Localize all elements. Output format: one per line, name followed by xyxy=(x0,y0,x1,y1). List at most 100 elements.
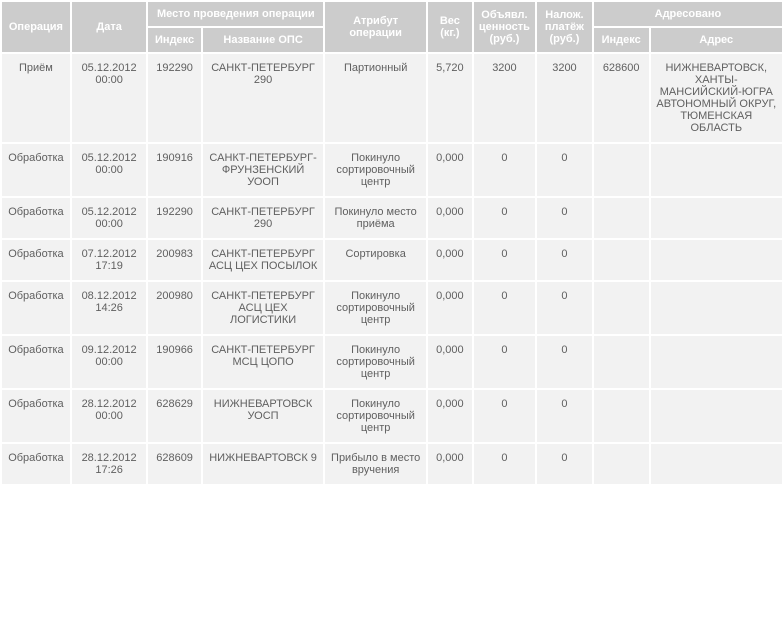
cell-index: 628629 xyxy=(148,390,201,442)
cell-ops-name: САНКТ-ПЕТЕРБУРГ 290 xyxy=(203,54,323,142)
table-row: Обработка08.12.2012 14:26200980САНКТ-ПЕТ… xyxy=(2,282,782,334)
table-row: Обработка09.12.2012 00:00190966САНКТ-ПЕТ… xyxy=(2,336,782,388)
header-date: Дата xyxy=(72,2,146,52)
cell-index: 200983 xyxy=(148,240,201,280)
cell-ops-name: САНКТ-ПЕТЕРБУРГ МСЦ ЦОПО xyxy=(203,336,323,388)
table-row: Приём05.12.2012 00:00192290САНКТ-ПЕТЕРБУ… xyxy=(2,54,782,142)
table-row: Обработка28.12.2012 00:00628629НИЖНЕВАРТ… xyxy=(2,390,782,442)
cell-index: 190966 xyxy=(148,336,201,388)
cell-addr-index xyxy=(594,336,649,388)
cell-operation: Обработка xyxy=(2,282,70,334)
cell-attribute: Покинуло сортировочный центр xyxy=(325,282,426,334)
cell-weight: 0,000 xyxy=(428,282,472,334)
cell-date: 05.12.2012 00:00 xyxy=(72,198,146,238)
cell-ops-name: САНКТ-ПЕТЕРБУРГ АСЦ ЦЕХ ЛОГИСТИКИ xyxy=(203,282,323,334)
cell-ops-name: НИЖНЕВАРТОВСК 9 xyxy=(203,444,323,484)
cell-operation: Обработка xyxy=(2,390,70,442)
cell-addr-address: НИЖНЕВАРТОВСК, ХАНТЫ-МАНСИЙСКИЙ-ЮГРА АВТ… xyxy=(651,54,782,142)
cell-declared-value: 0 xyxy=(474,336,535,388)
cell-addr-index: 628600 xyxy=(594,54,649,142)
cell-addr-address xyxy=(651,444,782,484)
table-row: Обработка05.12.2012 00:00190916САНКТ-ПЕТ… xyxy=(2,144,782,196)
header-addr-address: Адрес xyxy=(651,28,782,52)
cell-attribute: Покинуло место приёма xyxy=(325,198,426,238)
cell-attribute: Прибыло в место вручения xyxy=(325,444,426,484)
header-cod: Налож. платёж (руб.) xyxy=(537,2,592,52)
header-addr-index: Индекс xyxy=(594,28,649,52)
cell-declared-value: 0 xyxy=(474,282,535,334)
cell-addr-address xyxy=(651,336,782,388)
cell-index: 200980 xyxy=(148,282,201,334)
cell-ops-name: САНКТ-ПЕТЕРБУРГ АСЦ ЦЕХ ПОСЫЛОК xyxy=(203,240,323,280)
cell-weight: 0,000 xyxy=(428,198,472,238)
cell-cod: 0 xyxy=(537,198,592,238)
cell-date: 09.12.2012 00:00 xyxy=(72,336,146,388)
table-row: Обработка28.12.2012 17:26628609НИЖНЕВАРТ… xyxy=(2,444,782,484)
cell-date: 28.12.2012 00:00 xyxy=(72,390,146,442)
cell-cod: 0 xyxy=(537,444,592,484)
cell-date: 07.12.2012 17:19 xyxy=(72,240,146,280)
cell-ops-name: НИЖНЕВАРТОВСК УОСП xyxy=(203,390,323,442)
cell-weight: 0,000 xyxy=(428,240,472,280)
cell-date: 28.12.2012 17:26 xyxy=(72,444,146,484)
cell-cod: 0 xyxy=(537,282,592,334)
cell-operation: Обработка xyxy=(2,444,70,484)
cell-addr-index xyxy=(594,282,649,334)
cell-date: 05.12.2012 00:00 xyxy=(72,144,146,196)
cell-addr-index xyxy=(594,198,649,238)
cell-addr-index xyxy=(594,390,649,442)
cell-operation: Приём xyxy=(2,54,70,142)
cell-addr-address xyxy=(651,282,782,334)
cell-attribute: Покинуло сортировочный центр xyxy=(325,336,426,388)
cell-declared-value: 0 xyxy=(474,198,535,238)
cell-cod: 0 xyxy=(537,240,592,280)
cell-cod: 0 xyxy=(537,390,592,442)
header-operation: Операция xyxy=(2,2,70,52)
cell-weight: 0,000 xyxy=(428,144,472,196)
cell-ops-name: САНКТ-ПЕТЕРБУРГ-ФРУНЗЕНСКИЙ УООП xyxy=(203,144,323,196)
cell-cod: 0 xyxy=(537,336,592,388)
cell-weight: 0,000 xyxy=(428,336,472,388)
cell-addr-address xyxy=(651,144,782,196)
header-place-index: Индекс xyxy=(148,28,201,52)
cell-cod: 3200 xyxy=(537,54,592,142)
header-addressed-group: Адресовано xyxy=(594,2,782,26)
header-place-name: Название ОПС xyxy=(203,28,323,52)
cell-index: 192290 xyxy=(148,54,201,142)
header-declared-value: Объявл. ценность (руб.) xyxy=(474,2,535,52)
cell-attribute: Покинуло сортировочный центр xyxy=(325,390,426,442)
cell-addr-index xyxy=(594,444,649,484)
cell-declared-value: 0 xyxy=(474,390,535,442)
cell-weight: 5,720 xyxy=(428,54,472,142)
cell-index: 628609 xyxy=(148,444,201,484)
cell-index: 192290 xyxy=(148,198,201,238)
cell-addr-address xyxy=(651,240,782,280)
cell-ops-name: САНКТ-ПЕТЕРБУРГ 290 xyxy=(203,198,323,238)
cell-attribute: Сортировка xyxy=(325,240,426,280)
header-place-group: Место проведения операции xyxy=(148,2,323,26)
cell-operation: Обработка xyxy=(2,144,70,196)
tracking-table: Операция Дата Место проведения операции … xyxy=(0,0,784,486)
cell-date: 08.12.2012 14:26 xyxy=(72,282,146,334)
cell-cod: 0 xyxy=(537,144,592,196)
table-row: Обработка07.12.2012 17:19200983САНКТ-ПЕТ… xyxy=(2,240,782,280)
cell-operation: Обработка xyxy=(2,336,70,388)
cell-declared-value: 0 xyxy=(474,144,535,196)
header-weight: Вес (кг.) xyxy=(428,2,472,52)
cell-declared-value: 3200 xyxy=(474,54,535,142)
table-header: Операция Дата Место проведения операции … xyxy=(2,2,782,52)
cell-addr-index xyxy=(594,144,649,196)
cell-date: 05.12.2012 00:00 xyxy=(72,54,146,142)
cell-addr-address xyxy=(651,198,782,238)
cell-attribute: Партионный xyxy=(325,54,426,142)
cell-weight: 0,000 xyxy=(428,444,472,484)
cell-weight: 0,000 xyxy=(428,390,472,442)
cell-addr-index xyxy=(594,240,649,280)
cell-declared-value: 0 xyxy=(474,444,535,484)
cell-operation: Обработка xyxy=(2,240,70,280)
cell-addr-address xyxy=(651,390,782,442)
table-body: Приём05.12.2012 00:00192290САНКТ-ПЕТЕРБУ… xyxy=(2,54,782,484)
cell-declared-value: 0 xyxy=(474,240,535,280)
header-attribute: Атрибут операции xyxy=(325,2,426,52)
cell-operation: Обработка xyxy=(2,198,70,238)
